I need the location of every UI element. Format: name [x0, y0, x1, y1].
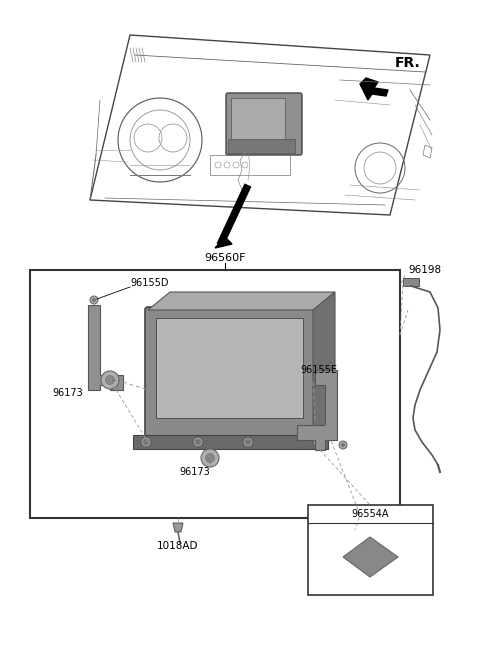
Circle shape [106, 375, 115, 384]
Text: 96173: 96173 [52, 388, 83, 398]
Text: 96560F: 96560F [204, 253, 246, 263]
Circle shape [243, 437, 253, 447]
Bar [231, 98, 285, 148]
Polygon shape [173, 523, 183, 532]
Text: FR.: FR. [395, 56, 421, 70]
Text: 96554A: 96554A [352, 509, 389, 519]
Circle shape [341, 443, 345, 447]
Circle shape [90, 296, 98, 304]
FancyBboxPatch shape [145, 307, 316, 443]
Text: 96173: 96173 [180, 467, 210, 477]
Circle shape [144, 440, 148, 445]
Text: 96155E: 96155E [300, 365, 337, 375]
Bar [308, 505, 433, 595]
Polygon shape [360, 78, 388, 100]
Circle shape [315, 440, 321, 445]
Bar [156, 318, 303, 418]
Bar [210, 155, 290, 175]
Polygon shape [88, 305, 123, 390]
Polygon shape [297, 370, 337, 450]
Polygon shape [148, 292, 335, 310]
Polygon shape [313, 292, 335, 440]
Circle shape [205, 453, 215, 462]
Bar [30, 270, 400, 518]
Circle shape [201, 449, 219, 467]
Bar [133, 435, 328, 449]
Circle shape [93, 298, 96, 302]
Bar [228, 139, 295, 153]
Circle shape [195, 440, 201, 445]
Circle shape [245, 440, 251, 445]
Polygon shape [343, 537, 398, 577]
Circle shape [313, 437, 323, 447]
Circle shape [339, 441, 347, 449]
FancyBboxPatch shape [226, 93, 302, 155]
Circle shape [141, 437, 151, 447]
Text: 96155D: 96155D [130, 278, 168, 288]
Circle shape [193, 437, 203, 447]
Text: 1018AD: 1018AD [157, 541, 199, 551]
Bar [403, 278, 419, 286]
Polygon shape [215, 237, 232, 248]
Circle shape [101, 371, 119, 389]
Text: 96198: 96198 [408, 265, 441, 275]
